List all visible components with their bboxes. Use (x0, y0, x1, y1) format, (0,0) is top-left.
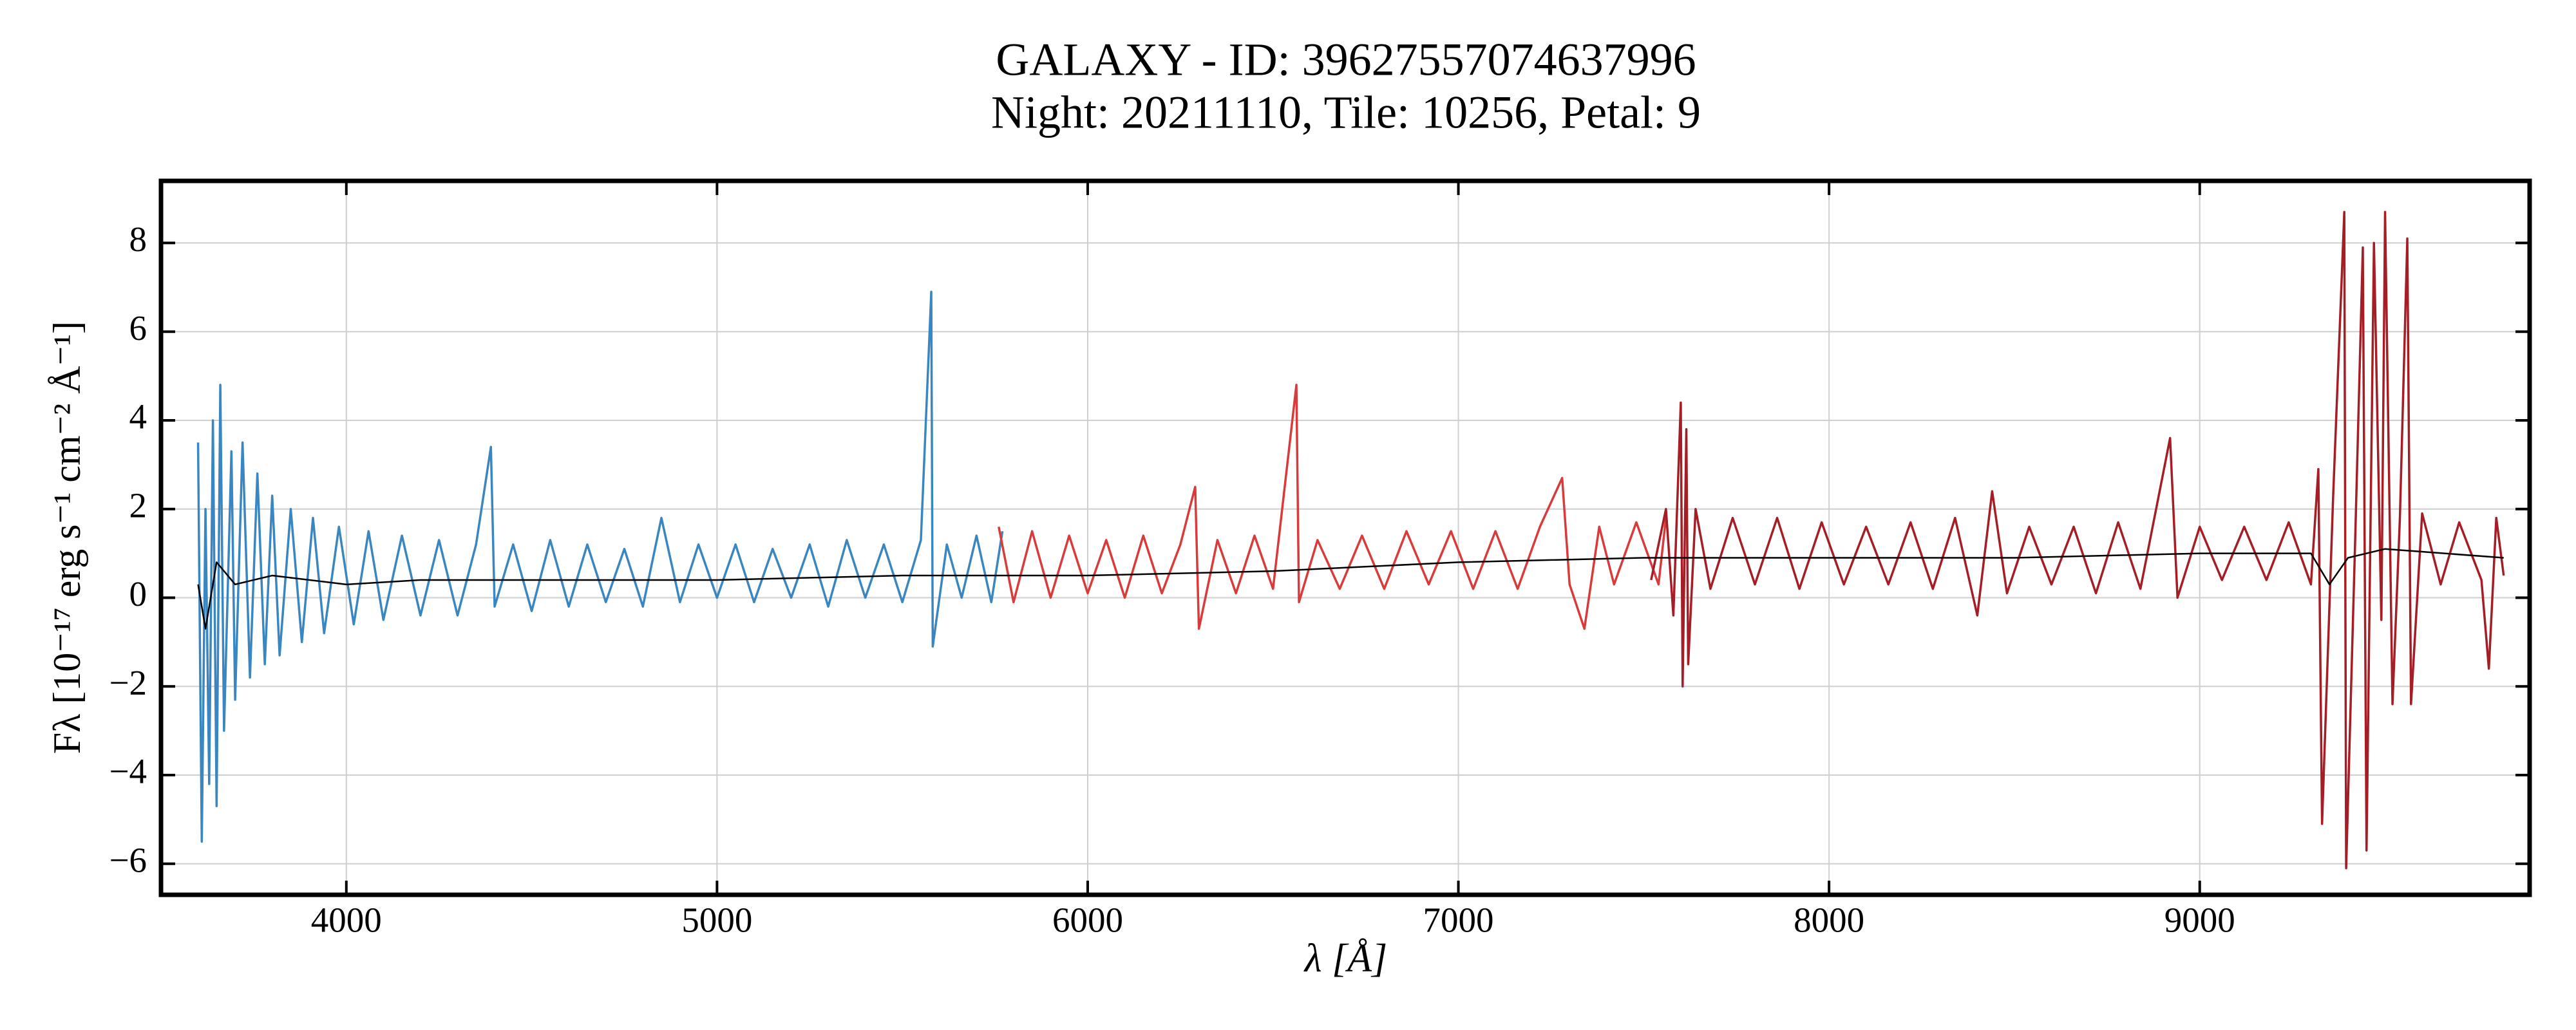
y-axis-label: Fλ [10⁻¹⁷ erg s⁻¹ cm⁻² Å⁻¹] (46, 321, 88, 754)
y-tick-label: 0 (129, 574, 147, 613)
x-axis-label: λ [Å] (1303, 937, 1387, 980)
y-tick-label: −2 (109, 663, 147, 702)
x-tick-label: 9000 (2164, 901, 2235, 940)
x-tick-label: 8000 (1794, 901, 1864, 940)
spectrum-line (1650, 211, 2505, 870)
y-tick-label: 6 (129, 308, 147, 348)
spectrum-line (998, 384, 1667, 630)
chart-title: GALAXY - ID: 39627557074637996 (996, 34, 1696, 86)
x-tick-label: 6000 (1052, 901, 1123, 940)
y-tick-label: 4 (129, 397, 147, 436)
y-tick-label: −4 (109, 752, 147, 791)
y-tick-label: −6 (109, 840, 147, 879)
x-tick-label: 4000 (311, 901, 382, 940)
x-tick-label: 7000 (1423, 901, 1494, 940)
plot-frame (158, 178, 2532, 897)
spectrum-line (196, 290, 1004, 843)
y-tick-label: 8 (129, 220, 147, 259)
x-tick-label: 5000 (681, 901, 752, 940)
y-tick-label: 2 (129, 485, 147, 525)
spectrum-line (197, 548, 2504, 630)
chart-subtitle: Night: 20211110, Tile: 10256, Petal: 9 (991, 87, 1701, 138)
